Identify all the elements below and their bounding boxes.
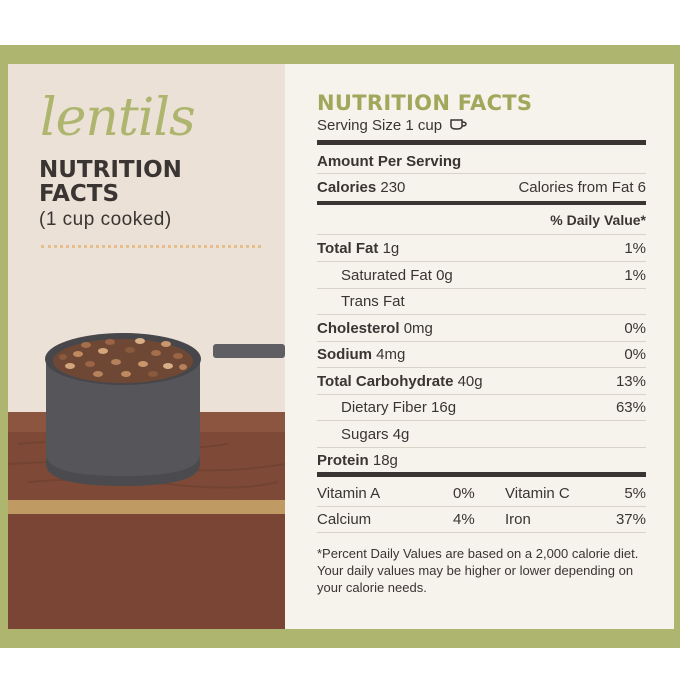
thick-rule-top	[317, 140, 646, 145]
nutrient-row: Total Carbohydrate 40g 13%	[317, 370, 646, 392]
nutrient-name: Saturated Fat	[341, 266, 432, 284]
rule	[317, 367, 646, 368]
nutrient-row: Protein 18g	[317, 449, 646, 471]
amount-per-serving-row: Amount Per Serving	[317, 150, 646, 172]
nutrient-name: Cholesterol	[317, 319, 400, 337]
lentils-script-title: lentils	[40, 88, 196, 148]
vitamin-a-name: Vitamin A	[317, 485, 381, 502]
rule	[317, 394, 646, 395]
vitamin-c-name: Vitamin C	[505, 485, 570, 502]
vitamin-a-dv: 0%	[453, 485, 475, 502]
nutrient-dv: 0%	[624, 345, 646, 363]
rule	[317, 420, 646, 421]
nutrient-amount: 0mg	[403, 319, 433, 337]
calories-value: 230	[380, 178, 406, 196]
nutrient-amount: 18g	[372, 451, 398, 469]
pot-illustration	[8, 333, 285, 629]
nutrient-name: Trans Fat	[341, 292, 405, 310]
daily-value-header-row: % Daily Value*	[317, 209, 646, 231]
vitamin-row-2: Calcium 4% Iron 37%	[317, 508, 646, 530]
nutrient-name: Dietary Fiber	[341, 398, 427, 416]
nutrient-row: Trans Fat	[317, 290, 646, 312]
left-title-line1: NUTRITION	[39, 157, 182, 183]
nutrient-row: Dietary Fiber 16g 63%	[317, 396, 646, 418]
nutrient-label: Protein 18g	[317, 452, 398, 469]
rule	[317, 314, 646, 315]
nutrient-dv: 13%	[615, 372, 646, 390]
nutrient-name: Sodium	[317, 345, 372, 363]
daily-value-header: % Daily Value*	[550, 212, 646, 228]
vitamin-c-dv: 5%	[624, 485, 646, 502]
pot-icon	[46, 359, 200, 476]
rule	[317, 532, 646, 533]
nutrient-label: Dietary Fiber 16g	[317, 399, 456, 416]
nutrient-row: Cholesterol 0mg 0%	[317, 317, 646, 339]
calories-label: Calories	[317, 178, 377, 196]
nutrient-label: Sodium 4mg	[317, 346, 405, 363]
nutrient-name: Total Carbohydrate	[317, 372, 454, 390]
lentils-in-pot	[59, 338, 187, 377]
nutrient-name: Protein	[317, 451, 369, 469]
rule	[317, 506, 646, 507]
dotted-divider	[41, 245, 261, 248]
nutrient-amount: 4g	[392, 425, 410, 443]
thick-rule-mid	[317, 201, 646, 205]
nutrient-label: Saturated Fat 0g	[317, 267, 453, 284]
vitamin-row-1: Vitamin A 0% Vitamin C 5%	[317, 482, 646, 504]
nutrient-row: Sodium 4mg 0%	[317, 343, 646, 365]
nutrient-amount: 1g	[382, 239, 400, 257]
nutrient-amount: 0g	[436, 266, 453, 284]
nutrient-name: Total Fat	[317, 239, 379, 257]
calories-from-fat: Calories from Fat 6	[518, 178, 646, 196]
nutrient-label: Cholesterol 0mg	[317, 320, 433, 337]
nutrient-row: Sugars 4g	[317, 423, 646, 445]
thick-rule-bottom	[317, 472, 646, 477]
calories-left: Calories 230	[317, 179, 405, 196]
nutrient-amount: 4mg	[376, 345, 406, 363]
nutrient-dv: 0%	[624, 319, 646, 337]
nutrient-row: Saturated Fat 0g 1%	[317, 264, 646, 286]
calcium-dv: 4%	[453, 511, 475, 528]
rule	[317, 261, 646, 262]
nutrient-amount: 40g	[457, 372, 483, 390]
left-title-line2: FACTS	[39, 181, 120, 207]
nutrient-label: Sugars 4g	[317, 426, 409, 443]
nutrition-label: NUTRITION FACTS Serving Size 1 cup Amoun…	[285, 64, 674, 629]
nutrient-dv: 63%	[615, 398, 646, 416]
nutrient-dv: 1%	[624, 266, 646, 284]
rule	[317, 447, 646, 448]
calcium-name: Calcium	[317, 511, 372, 528]
left-subtitle: (1 cup cooked)	[39, 209, 172, 230]
iron-dv: 37%	[615, 511, 646, 528]
pot-handle	[213, 344, 285, 358]
nutrient-dv: 1%	[624, 239, 646, 257]
footnote: *Percent Daily Values are based on a 2,0…	[317, 546, 639, 595]
rule	[317, 341, 646, 342]
label-title: NUTRITION FACTS	[317, 91, 533, 115]
serving-size: Serving Size 1 cup	[317, 117, 468, 135]
nutrient-amount: 16g	[431, 398, 457, 416]
rule	[317, 173, 646, 174]
serving-size-text: Serving Size 1 cup	[317, 117, 443, 134]
left-panel: lentils NUTRITION FACTS (1 cup cooked)	[8, 64, 285, 629]
left-title: NUTRITION FACTS	[39, 158, 182, 206]
iron-name: Iron	[505, 511, 531, 528]
calories-row: Calories 230 Calories from Fat 6	[317, 176, 646, 198]
nutrient-label: Trans Fat	[317, 293, 405, 310]
rule	[317, 288, 646, 289]
amount-per-serving: Amount Per Serving	[317, 152, 462, 170]
nutrient-label: Total Carbohydrate 40g	[317, 373, 483, 390]
nutrient-row: Total Fat 1g 1%	[317, 237, 646, 259]
nutrient-label: Total Fat 1g	[317, 240, 399, 257]
rule	[317, 234, 646, 235]
cup-icon	[450, 118, 468, 135]
nutrient-name: Sugars	[341, 425, 389, 443]
